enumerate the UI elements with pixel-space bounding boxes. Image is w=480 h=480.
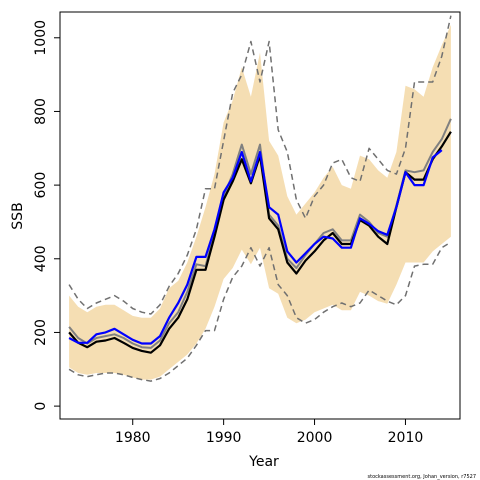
series-upper-dashed-line: [68, 15, 452, 315]
axes: 1980 1990 2000 2010 0 200 400 600 800 1000: [33, 20, 423, 446]
footer-credit: stockassessment.org, Johan_version, r752…: [368, 474, 477, 480]
y-tick-label: 400: [33, 245, 49, 272]
y-tick-label: 200: [33, 319, 49, 346]
y-tick-label: 800: [33, 98, 49, 125]
confidence-band: [69, 24, 451, 380]
x-tick-label: 2000: [297, 430, 333, 446]
series-lower-dashed-line: [68, 241, 452, 382]
x-tick-label: 2010: [388, 430, 424, 446]
y-tick-label: 1000: [33, 20, 49, 56]
plot-frame: [59, 11, 461, 420]
x-tick-label: 1990: [206, 430, 242, 446]
plot-area: [68, 15, 452, 382]
series-gray-line: [68, 118, 452, 349]
series-blue-line: [68, 149, 443, 345]
y-axis-title: SSB: [10, 202, 26, 229]
x-axis-title: Year: [248, 454, 279, 470]
y-tick-label: 0: [33, 402, 49, 411]
x-tick-label: 1980: [115, 430, 151, 446]
y-tick-label: 600: [33, 172, 49, 199]
